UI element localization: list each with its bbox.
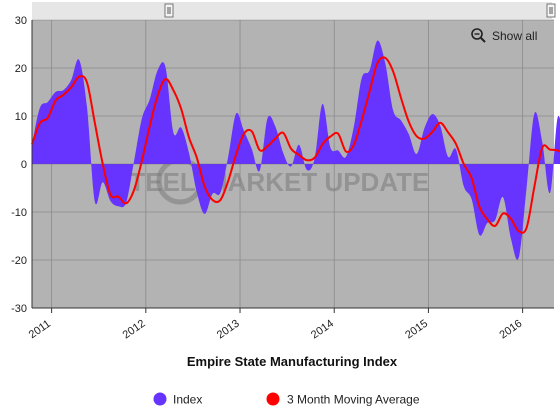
legend: Index 3 Month Moving Average [153,392,420,407]
series-index [31,40,560,260]
y-tick-label: 20 [15,63,27,75]
y-tick-label: 30 [15,15,27,27]
legend-item-moving-average[interactable]: 3 Month Moving Average [266,392,420,407]
series-moving-average [31,56,560,234]
legend-item-index[interactable]: Index [153,392,203,407]
y-tick-label: -30 [11,303,27,315]
watermark-right: MARKET UPDATE [206,167,429,197]
legend-label-index: Index [173,393,202,407]
range-handle-right[interactable] [546,3,556,18]
range-navigator[interactable] [32,2,552,19]
legend-swatch-index [153,392,167,406]
x-tick-label: 2014 [309,318,336,342]
y-tick-label: -20 [11,255,27,267]
index-area [32,40,560,260]
zoom-out-icon [471,28,483,40]
legend-swatch-moving-average [266,392,280,406]
x-tick-label: 2016 [497,318,524,342]
range-handle-left[interactable] [164,3,174,18]
legend-label-moving-average: 3 Month Moving Average [287,393,420,407]
x-tick-label: 2015 [403,318,430,342]
x-tick-label: 2013 [215,318,242,342]
y-tick-label: -10 [11,207,27,219]
y-tick-label: 10 [15,111,27,123]
y-axis-ticks: 30 20 10 0 -10 -20 -30 [11,15,27,315]
moving-average-line [31,56,560,234]
x-tick-label: 2011 [27,318,53,341]
x-axis-ticks: 2011 2012 2013 2014 2015 2016 [27,308,524,342]
show-all-button[interactable]: Show all [471,28,537,43]
show-all-label: Show all [492,29,537,43]
y-tick-label: 0 [21,159,27,171]
chart-title: Empire State Manufacturing Index [187,354,398,369]
watermark: STEEL MARKET UPDATE [112,157,429,205]
zoom-handle [480,37,486,43]
x-tick-label: 2012 [121,318,148,342]
